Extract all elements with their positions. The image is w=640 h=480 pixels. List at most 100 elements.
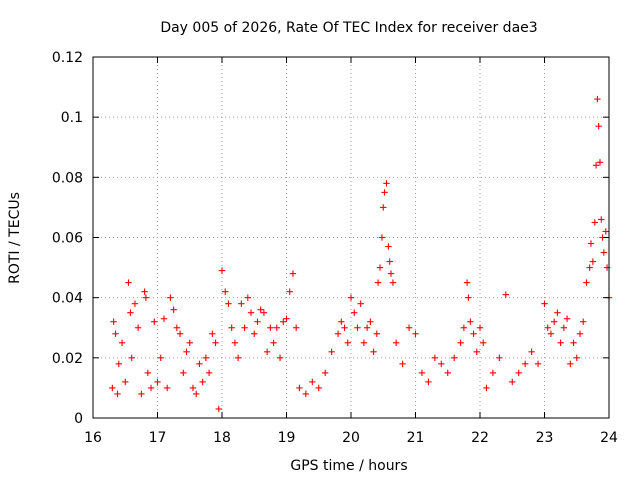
x-tick-label: 24 <box>600 430 618 446</box>
data-point <box>180 369 187 377</box>
data-point <box>600 249 608 256</box>
data-point <box>438 360 445 368</box>
data-point <box>292 324 300 331</box>
data-point <box>550 318 558 325</box>
data-point <box>463 279 471 286</box>
data-point <box>557 339 564 346</box>
data-point <box>602 228 609 235</box>
data-point <box>554 309 561 316</box>
data-point <box>591 219 599 226</box>
data-point <box>544 324 551 331</box>
data-point <box>596 159 604 166</box>
y-tick-label: 0.06 <box>52 231 83 247</box>
data-point <box>595 122 602 130</box>
data-point <box>193 390 200 398</box>
data-point <box>170 306 177 313</box>
data-point <box>385 243 392 250</box>
data-point <box>127 309 134 316</box>
data-point <box>283 315 290 322</box>
data-point <box>460 324 468 331</box>
data-point <box>392 339 400 346</box>
data-point <box>225 300 232 307</box>
data-point <box>515 369 522 377</box>
data-point <box>376 264 384 271</box>
data-point <box>110 318 117 325</box>
data-point <box>347 294 355 301</box>
data-point <box>151 318 158 325</box>
data-point <box>399 360 406 368</box>
data-point <box>483 384 490 392</box>
data-point <box>451 354 458 362</box>
data-point <box>280 318 287 325</box>
data-point <box>502 291 509 298</box>
data-point <box>580 318 587 325</box>
data-point <box>363 324 371 331</box>
data-point <box>114 390 121 398</box>
data-point <box>154 378 161 386</box>
data-point <box>209 330 216 337</box>
data-point <box>138 390 145 398</box>
data-point <box>470 330 477 337</box>
y-tick-label: 0.12 <box>52 50 83 66</box>
data-point <box>367 318 374 325</box>
data-point <box>489 369 497 377</box>
data-point <box>341 324 348 331</box>
x-tick-label: 22 <box>471 430 489 446</box>
data-point <box>218 267 226 274</box>
data-point <box>425 378 432 386</box>
data-point <box>373 330 380 337</box>
y-axis: 0 0.02 0.04 0.06 0.08 0.1 0.12 <box>52 50 609 427</box>
data-point <box>547 330 555 337</box>
data-point <box>573 354 580 362</box>
data-point <box>128 354 135 362</box>
data-point <box>160 315 168 322</box>
data-point <box>189 384 197 392</box>
y-tick-label: 0.1 <box>61 110 83 126</box>
data-point <box>521 360 529 368</box>
data-point <box>212 339 219 346</box>
data-point <box>112 330 119 337</box>
data-point <box>109 384 116 392</box>
x-axis: 16 17 18 19 20 21 22 23 24 <box>84 57 618 446</box>
data-point <box>205 369 213 377</box>
data-point <box>386 258 393 265</box>
data-point <box>405 324 413 331</box>
data-point <box>222 288 229 295</box>
data-points <box>109 95 613 413</box>
grid <box>93 57 609 418</box>
data-point <box>215 405 222 413</box>
data-point <box>598 216 605 223</box>
data-point <box>131 300 139 307</box>
data-point <box>163 384 171 392</box>
data-point <box>567 360 574 368</box>
data-point <box>134 324 142 331</box>
data-point <box>144 369 152 377</box>
data-point <box>387 270 395 277</box>
x-tick-label: 23 <box>536 430 554 446</box>
data-point <box>570 339 577 346</box>
y-tick-label: 0.04 <box>52 291 83 307</box>
data-point <box>541 300 548 307</box>
data-point <box>263 348 271 356</box>
data-point <box>476 324 484 331</box>
data-point <box>418 369 426 377</box>
data-point <box>509 378 516 386</box>
data-point <box>247 309 255 316</box>
data-point <box>273 324 281 331</box>
data-point <box>231 339 239 346</box>
data-point <box>183 348 190 356</box>
data-point <box>270 339 277 346</box>
x-tick-label: 17 <box>149 430 167 446</box>
data-point <box>374 279 382 286</box>
x-tick-label: 18 <box>213 430 231 446</box>
data-point <box>322 369 329 377</box>
data-point <box>354 324 361 331</box>
data-point <box>351 309 358 316</box>
data-point <box>389 279 397 286</box>
y-tick-label: 0.08 <box>52 170 83 186</box>
data-point <box>260 309 268 316</box>
data-point <box>431 354 439 362</box>
data-point <box>534 360 542 368</box>
chart-title: Day 005 of 2026, Rate Of TEC Index for r… <box>160 20 537 36</box>
